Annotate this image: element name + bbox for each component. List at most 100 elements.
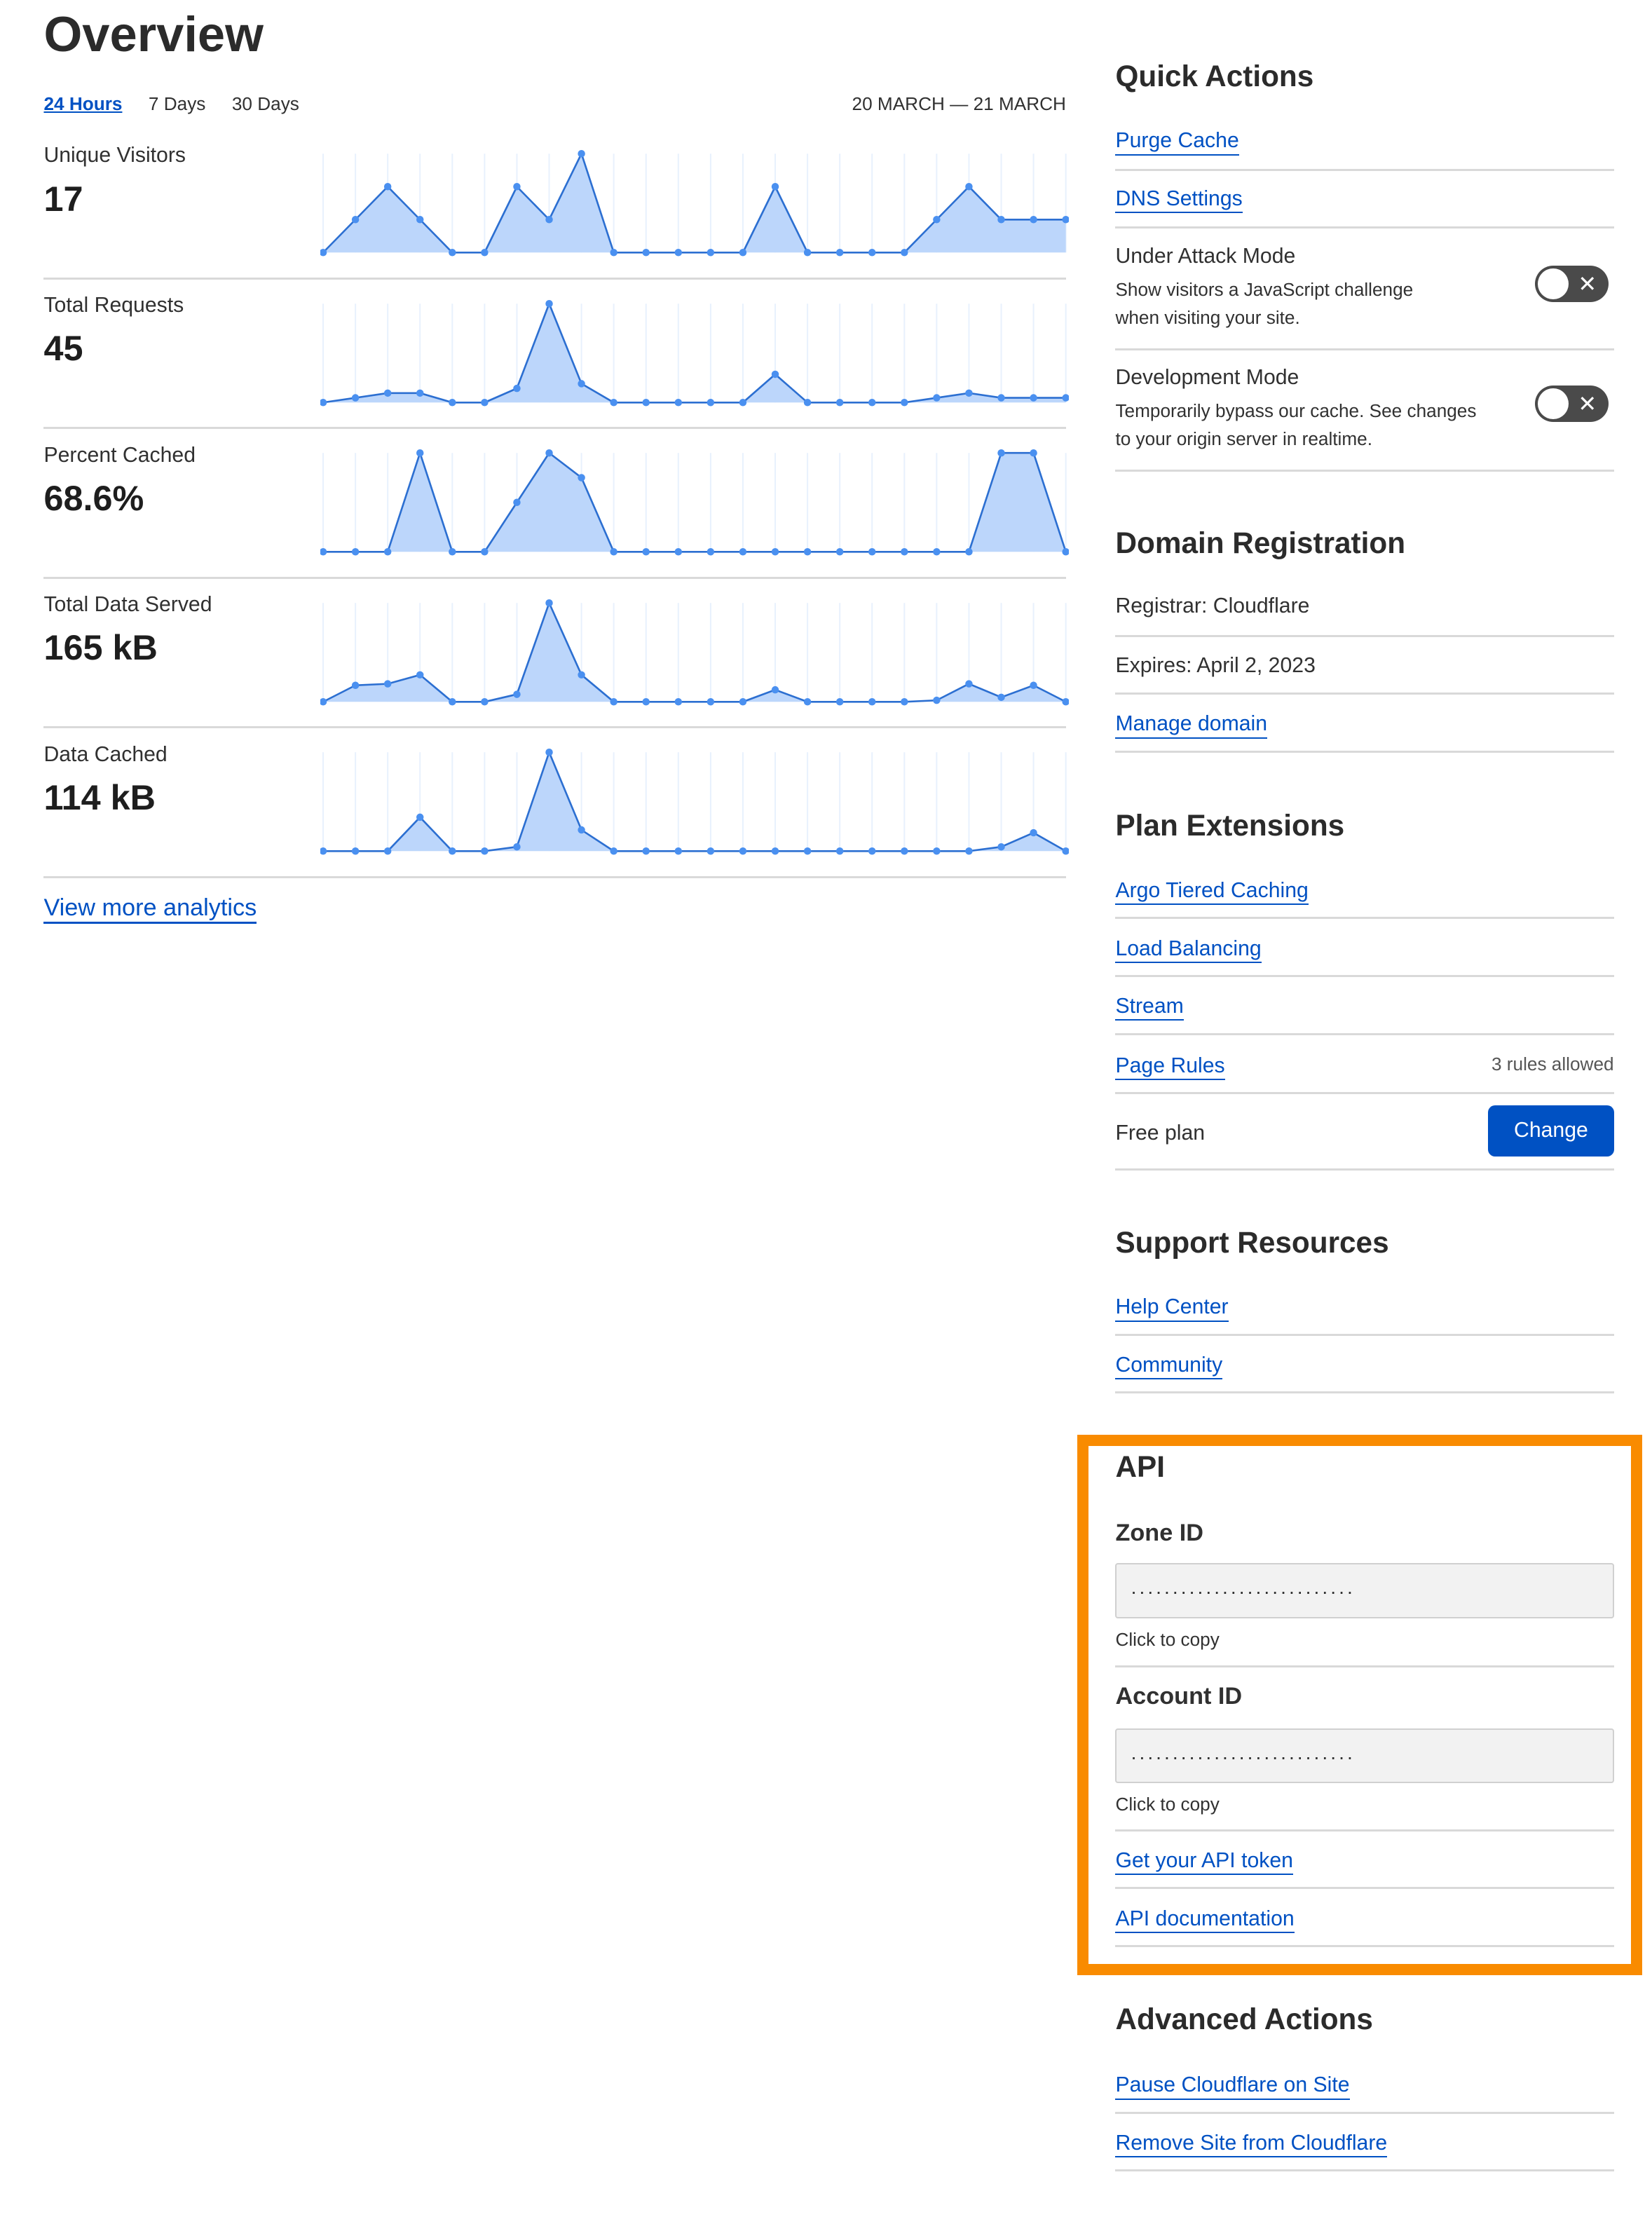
stream-link[interactable]: Stream (1115, 994, 1184, 1021)
tab-24-hours[interactable]: 24 Hours (43, 93, 123, 114)
registrar-text: Registrar: Cloudflare (1115, 579, 1614, 637)
pause-cloudflare-link[interactable]: Pause Cloudflare on Site (1115, 2073, 1350, 2100)
data-point (610, 548, 618, 556)
list-item: Community (1115, 1336, 1614, 1394)
page-rules-note: 3 rules allowed (1491, 1053, 1614, 1075)
data-point (642, 249, 650, 257)
data-point (804, 697, 812, 706)
manage-domain-link[interactable]: Manage domain (1115, 711, 1268, 739)
area-fill (323, 303, 1066, 403)
data-point (545, 749, 554, 756)
data-point (481, 398, 489, 407)
data-point (706, 398, 715, 407)
account-id-field[interactable]: ........................... (1115, 1728, 1614, 1784)
metric-label: Unique Visitors (43, 144, 186, 168)
data-point (416, 449, 424, 457)
sparkline-chart (320, 449, 1069, 556)
list-item: Argo Tiered Caching (1115, 861, 1614, 920)
account-click-to-copy: Click to copy (1115, 1789, 1614, 1831)
community-link[interactable]: Community (1115, 1353, 1223, 1380)
data-point (1062, 394, 1069, 402)
change-plan-button[interactable]: Change (1488, 1105, 1614, 1157)
data-point (836, 548, 844, 556)
development-mode-row: Development Mode Temporarily bypass our … (1115, 350, 1614, 472)
data-point (739, 398, 747, 407)
zone-id-field[interactable]: ........................... (1115, 1563, 1614, 1618)
data-point (901, 249, 908, 257)
data-point (868, 398, 876, 407)
data-point (1030, 681, 1038, 689)
data-point (416, 216, 424, 224)
data-point (965, 680, 973, 688)
data-point (449, 249, 456, 257)
data-point (384, 847, 392, 855)
remove-site-link[interactable]: Remove Site from Cloudflare (1115, 2131, 1388, 2158)
data-point (868, 548, 876, 556)
under-attack-description: Show visitors a JavaScript challenge whe… (1115, 278, 1414, 328)
data-point (739, 697, 747, 706)
data-point (772, 548, 779, 556)
under-attack-toggle[interactable]: ✕ (1534, 265, 1609, 303)
series-line (322, 600, 1067, 703)
data-point (610, 398, 618, 407)
area-fill (323, 603, 1066, 702)
data-point (997, 449, 1006, 457)
data-point (706, 548, 715, 556)
development-mode-toggle[interactable]: ✕ (1534, 385, 1609, 423)
load-balancing-link[interactable]: Load Balancing (1115, 936, 1262, 963)
api-documentation-link[interactable]: API documentation (1115, 1906, 1295, 1933)
data-point (416, 671, 424, 678)
data-point (997, 693, 1006, 702)
page-rules-link[interactable]: Page Rules (1115, 1053, 1225, 1081)
data-point (901, 697, 908, 706)
support-resources-heading: Support Resources (1115, 1225, 1389, 1259)
data-point (610, 697, 618, 706)
data-point (674, 697, 683, 706)
data-point (320, 548, 327, 556)
data-point (352, 216, 360, 224)
get-api-token-link[interactable]: Get your API token (1115, 1848, 1293, 1876)
data-point (836, 847, 844, 855)
dns-settings-link[interactable]: DNS Settings (1115, 186, 1243, 214)
tab-7-days[interactable]: 7 Days (148, 93, 206, 114)
data-point (642, 847, 650, 855)
data-point (1030, 394, 1038, 402)
data-point (997, 394, 1006, 402)
under-attack-title: Under Attack Mode (1115, 244, 1296, 268)
data-point (384, 680, 392, 688)
metric-label: Percent Cached (43, 443, 196, 467)
metric-percent-cached: Percent Cached 68.6% (43, 429, 1069, 579)
argo-tiered-caching-link[interactable]: Argo Tiered Caching (1115, 878, 1309, 906)
close-icon: ✕ (1578, 390, 1597, 416)
data-point (513, 183, 521, 191)
data-point (706, 697, 715, 706)
metric-unique-visitors: Unique Visitors 17 (43, 130, 1069, 280)
data-point (449, 847, 456, 855)
data-point (836, 697, 844, 706)
list-item: Get your API token (1115, 1831, 1614, 1890)
data-point (901, 398, 908, 407)
list-item: Page Rules 3 rules allowed (1115, 1035, 1614, 1095)
list-item: Pause Cloudflare on Site (1115, 2056, 1614, 2114)
data-point (965, 847, 973, 855)
purge-cache-link[interactable]: Purge Cache (1115, 128, 1239, 156)
data-point (739, 847, 747, 855)
data-point (868, 249, 876, 257)
data-point (545, 299, 554, 308)
data-point (804, 398, 812, 407)
data-point (1030, 449, 1038, 457)
sparkline-chart (320, 599, 1069, 706)
tab-30-days[interactable]: 30 Days (231, 93, 299, 114)
data-point (578, 671, 586, 678)
data-point (513, 384, 521, 393)
data-point (739, 548, 747, 556)
data-point (933, 548, 941, 556)
help-center-link[interactable]: Help Center (1115, 1295, 1229, 1322)
data-point (320, 398, 327, 407)
toggle-knob (1537, 388, 1569, 420)
list-item: Remove Site from Cloudflare (1115, 2114, 1614, 2172)
data-point (674, 847, 683, 855)
area-fill (323, 752, 1066, 852)
data-point (642, 398, 650, 407)
view-more-analytics-link[interactable]: View more analytics (43, 894, 257, 925)
